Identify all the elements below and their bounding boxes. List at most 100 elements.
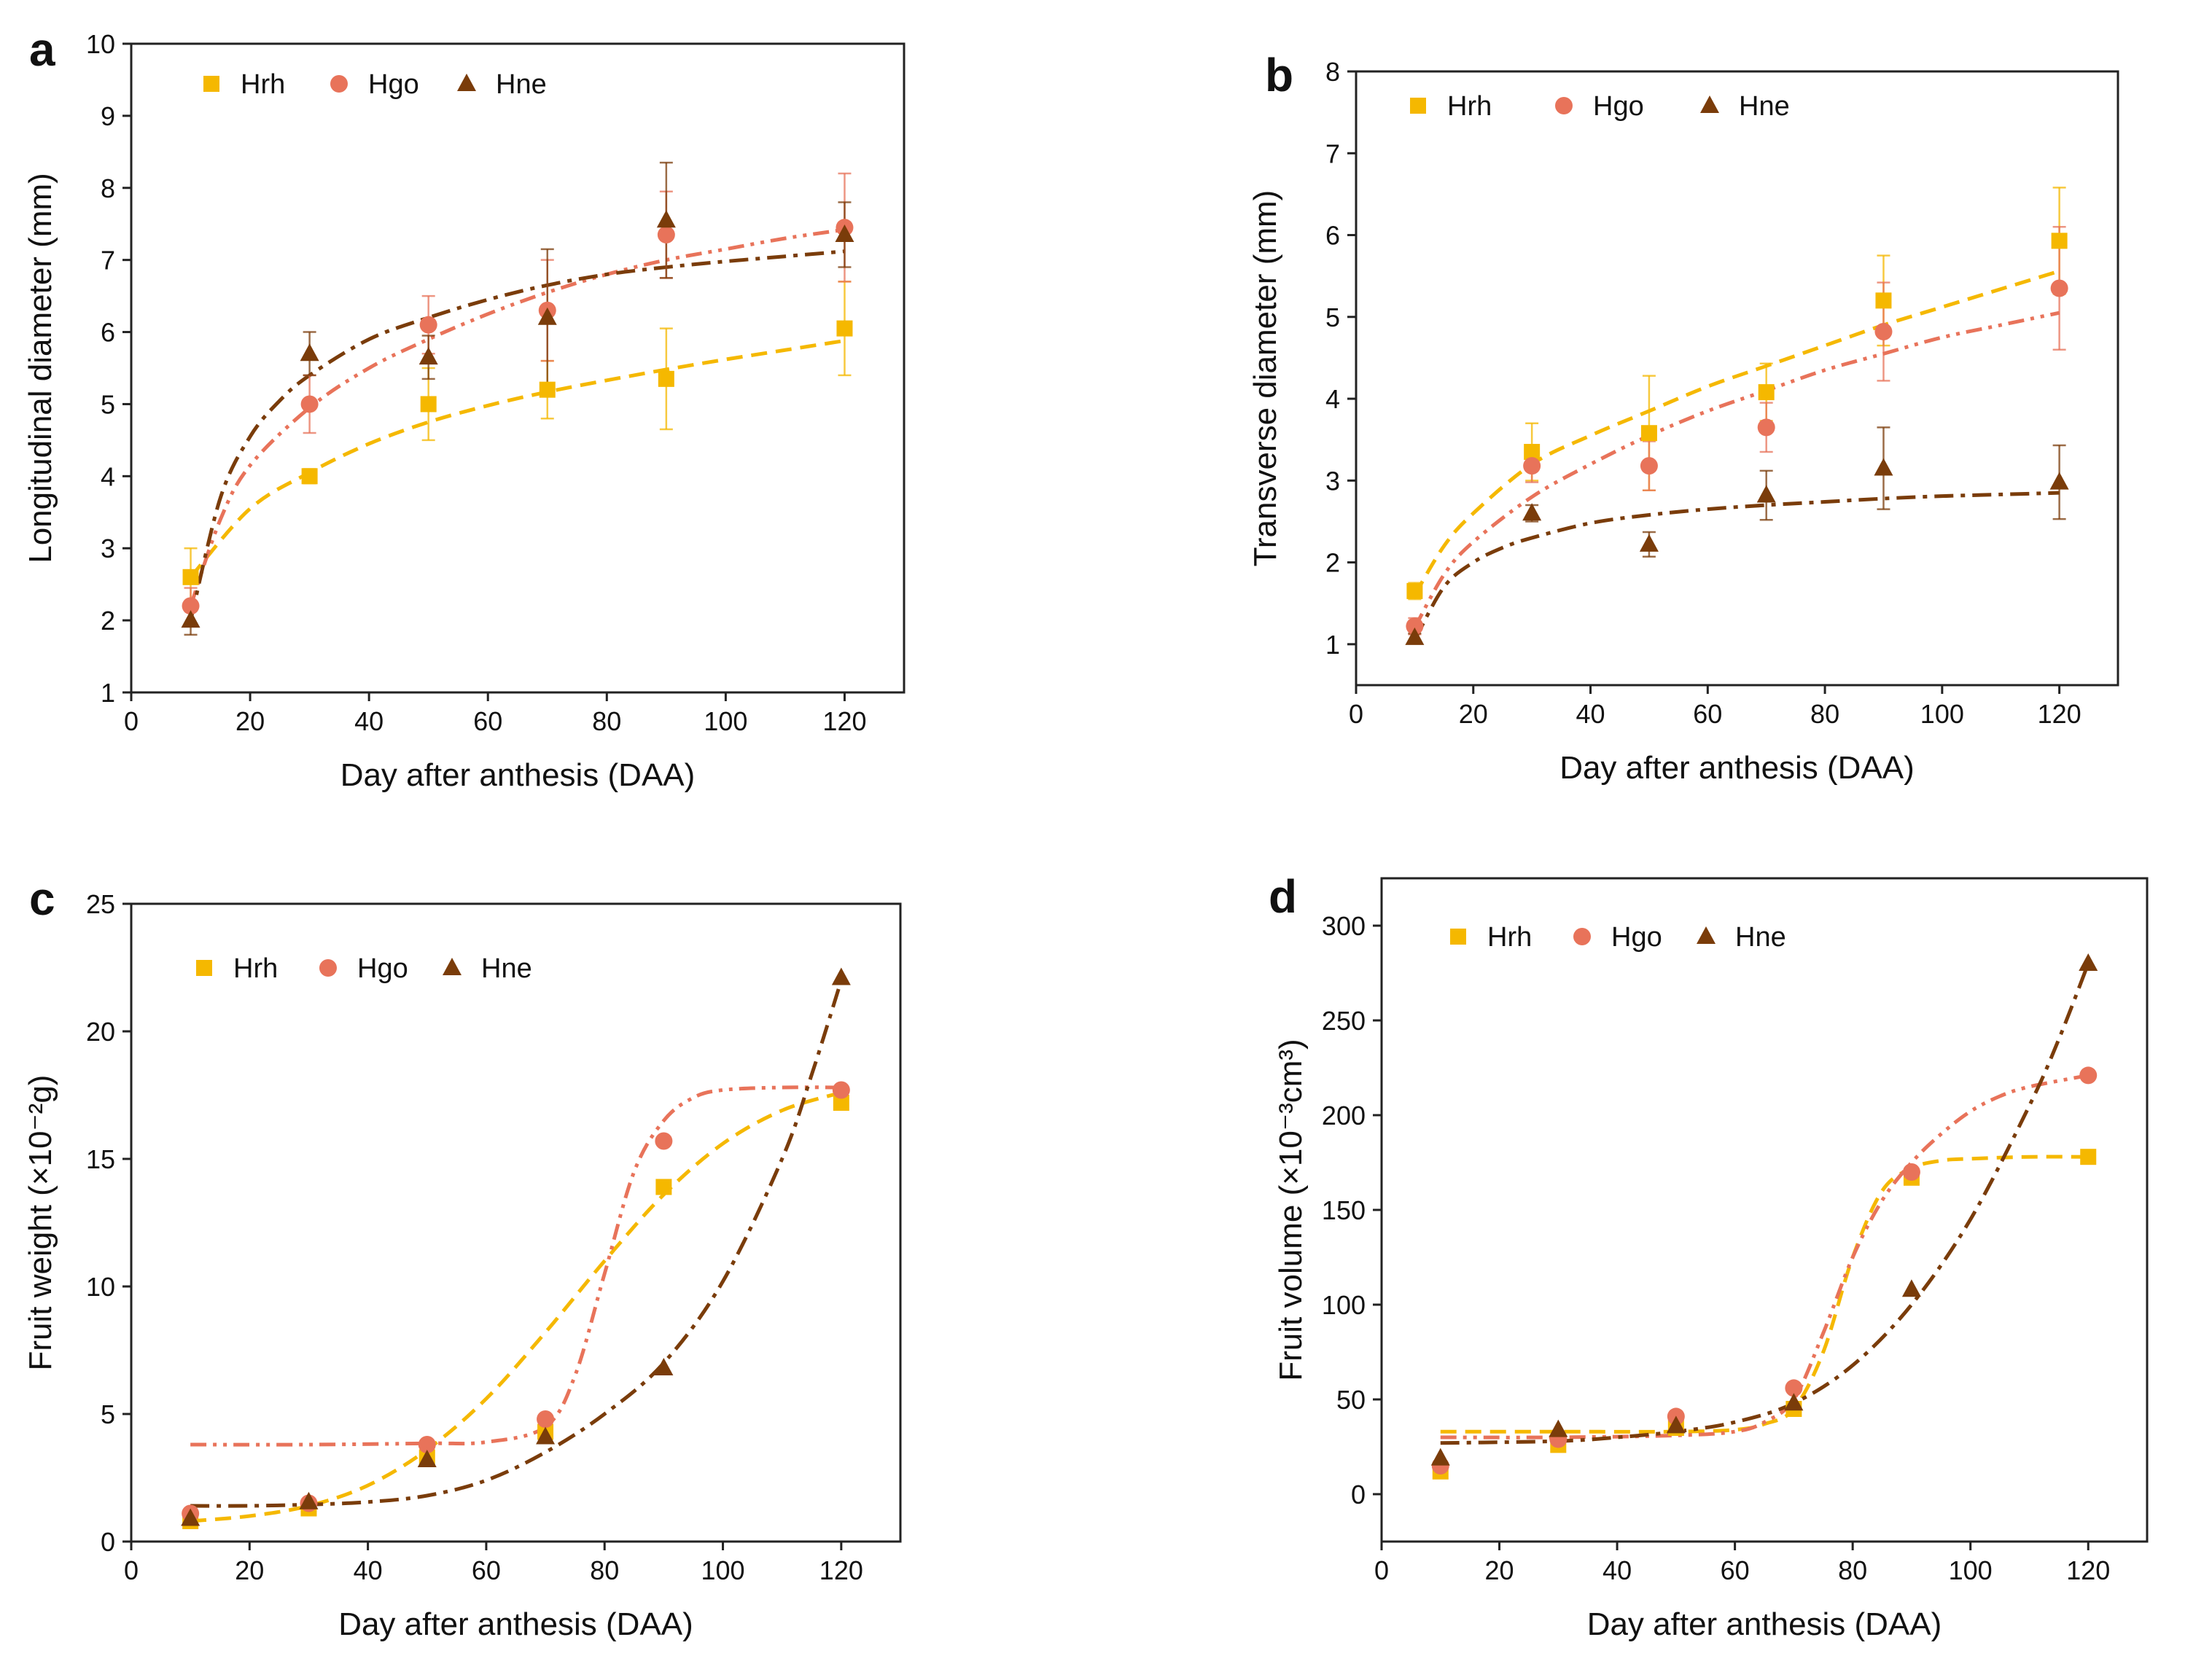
- x-tick-label: 40: [1602, 1555, 1632, 1585]
- data-point-hne: [835, 224, 854, 243]
- y-tick-label: 5: [101, 1399, 115, 1429]
- legend-marker-hgo: [1555, 97, 1573, 114]
- y-tick-label: 8: [1325, 57, 1340, 87]
- legend-marker-hrh: [203, 76, 219, 92]
- y-tick-label: 6: [101, 318, 115, 348]
- x-tick-label: 100: [1949, 1555, 1993, 1585]
- x-tick-label: 120: [822, 706, 866, 736]
- legend-marker-hgo: [319, 959, 337, 977]
- data-point-hgo: [832, 1081, 850, 1099]
- data-point-hgo: [300, 395, 319, 413]
- data-point-hgo: [1523, 457, 1541, 475]
- legend-marker-hne: [443, 958, 462, 975]
- data-point-hne: [654, 1358, 674, 1375]
- y-tick-label: 7: [1325, 138, 1340, 168]
- x-tick-label: 100: [1920, 699, 1964, 729]
- y-axis-title: Fruit volume (×10⁻³cm³): [1273, 1039, 1309, 1380]
- x-tick-label: 100: [701, 1555, 744, 1585]
- data-point-hne: [417, 1450, 437, 1467]
- data-point-hrh: [1524, 444, 1541, 461]
- x-tick-label: 0: [124, 706, 139, 736]
- x-tick-label: 80: [592, 706, 621, 736]
- data-point-hrh: [182, 569, 199, 585]
- y-axis-title: Transverse diameter (mm): [1247, 190, 1283, 567]
- x-tick-label: 40: [1576, 699, 1605, 729]
- x-tick-label: 80: [1810, 699, 1839, 729]
- legend-label-hgo: Hgo: [357, 953, 408, 984]
- data-point-hne: [656, 210, 676, 228]
- data-point-hrh: [833, 1095, 849, 1111]
- x-tick-label: 0: [1374, 1555, 1389, 1585]
- y-tick-label: 1: [1325, 630, 1340, 660]
- fit-curve-hrh: [190, 1090, 842, 1523]
- data-point-hne: [181, 610, 200, 628]
- y-tick-label: 8: [101, 173, 115, 203]
- data-point-hrh: [658, 370, 674, 387]
- legend-label-hgo: Hgo: [1611, 922, 1662, 953]
- x-tick-label: 100: [704, 706, 747, 736]
- panel-letter: b: [1265, 49, 1293, 101]
- data-point-hne: [536, 1426, 556, 1445]
- x-tick-label: 20: [1485, 1555, 1514, 1585]
- fit-curve-hgo: [1440, 1073, 2089, 1440]
- y-tick-label: 10: [86, 1272, 115, 1302]
- x-tick-label: 40: [354, 706, 383, 736]
- legend-label-hne: Hne: [1739, 91, 1790, 122]
- data-point-hne: [1430, 1448, 1450, 1466]
- x-tick-label: 80: [1838, 1555, 1867, 1585]
- y-tick-label: 6: [1325, 221, 1340, 251]
- plot-frame: [130, 902, 902, 1543]
- data-point-hrh: [1758, 384, 1775, 401]
- data-point-hgo: [657, 226, 675, 244]
- legend-label-hgo: Hgo: [1593, 91, 1644, 122]
- legend-marker-hne: [457, 74, 476, 91]
- data-point-hne: [1666, 1415, 1686, 1434]
- legend-label-hne: Hne: [481, 953, 532, 984]
- data-point-hgo: [2050, 279, 2068, 297]
- x-tick-label: 20: [235, 1555, 264, 1585]
- legend-marker-hrh: [1450, 929, 1466, 945]
- panel-letter: d: [1269, 870, 1297, 923]
- y-tick-label: 4: [1325, 384, 1340, 414]
- y-tick-label: 5: [1325, 302, 1340, 332]
- data-point-hrh: [1640, 425, 1657, 442]
- x-tick-label: 0: [1349, 699, 1363, 729]
- data-point-hne: [1522, 503, 1542, 521]
- y-tick-label: 3: [101, 534, 115, 563]
- legend-marker-hne: [1697, 926, 1716, 944]
- fit-curve-hgo: [189, 227, 845, 607]
- y-tick-label: 2: [101, 606, 115, 636]
- data-point-hgo: [1902, 1163, 1920, 1181]
- plot-frame: [1355, 70, 2119, 687]
- y-tick-label: 200: [1322, 1101, 1366, 1130]
- data-point-hne: [831, 967, 851, 985]
- y-tick-label: 100: [1322, 1290, 1366, 1320]
- data-point-hrh: [539, 381, 556, 398]
- x-axis-title: Day after anthesis (DAA): [1559, 750, 1915, 786]
- y-tick-label: 3: [1325, 466, 1340, 496]
- legend-label-hgo: Hgo: [368, 69, 419, 100]
- chart-panel-c: c 0 20 40 60 80 100 120 0 5 10 15 20 25 Day after anth…: [23, 872, 902, 1642]
- y-tick-label: 10: [86, 29, 115, 59]
- fit-curve-hrh: [1440, 1155, 2089, 1434]
- data-point-hne: [1549, 1419, 1568, 1437]
- fit-curve-hne: [1413, 491, 2060, 641]
- x-tick-label: 60: [1693, 699, 1722, 729]
- y-tick-label: 150: [1322, 1195, 1366, 1225]
- fit-curve-hgo: [190, 1085, 841, 1447]
- x-tick-label: 40: [354, 1555, 383, 1585]
- data-point-hne: [2079, 953, 2098, 971]
- data-point-hrh: [420, 396, 437, 413]
- data-point-hgo: [1640, 457, 1658, 475]
- data-point-hrh: [2051, 233, 2068, 249]
- x-tick-label: 0: [124, 1555, 139, 1585]
- y-tick-label: 0: [1351, 1480, 1366, 1509]
- y-tick-label: 25: [86, 889, 115, 919]
- data-point-hne: [1639, 534, 1659, 552]
- panel-letter: c: [29, 872, 55, 925]
- x-axis-title: Day after anthesis (DAA): [1587, 1606, 1942, 1642]
- legend-marker-hne: [1700, 95, 1719, 113]
- legend-label-hne: Hne: [1735, 922, 1786, 953]
